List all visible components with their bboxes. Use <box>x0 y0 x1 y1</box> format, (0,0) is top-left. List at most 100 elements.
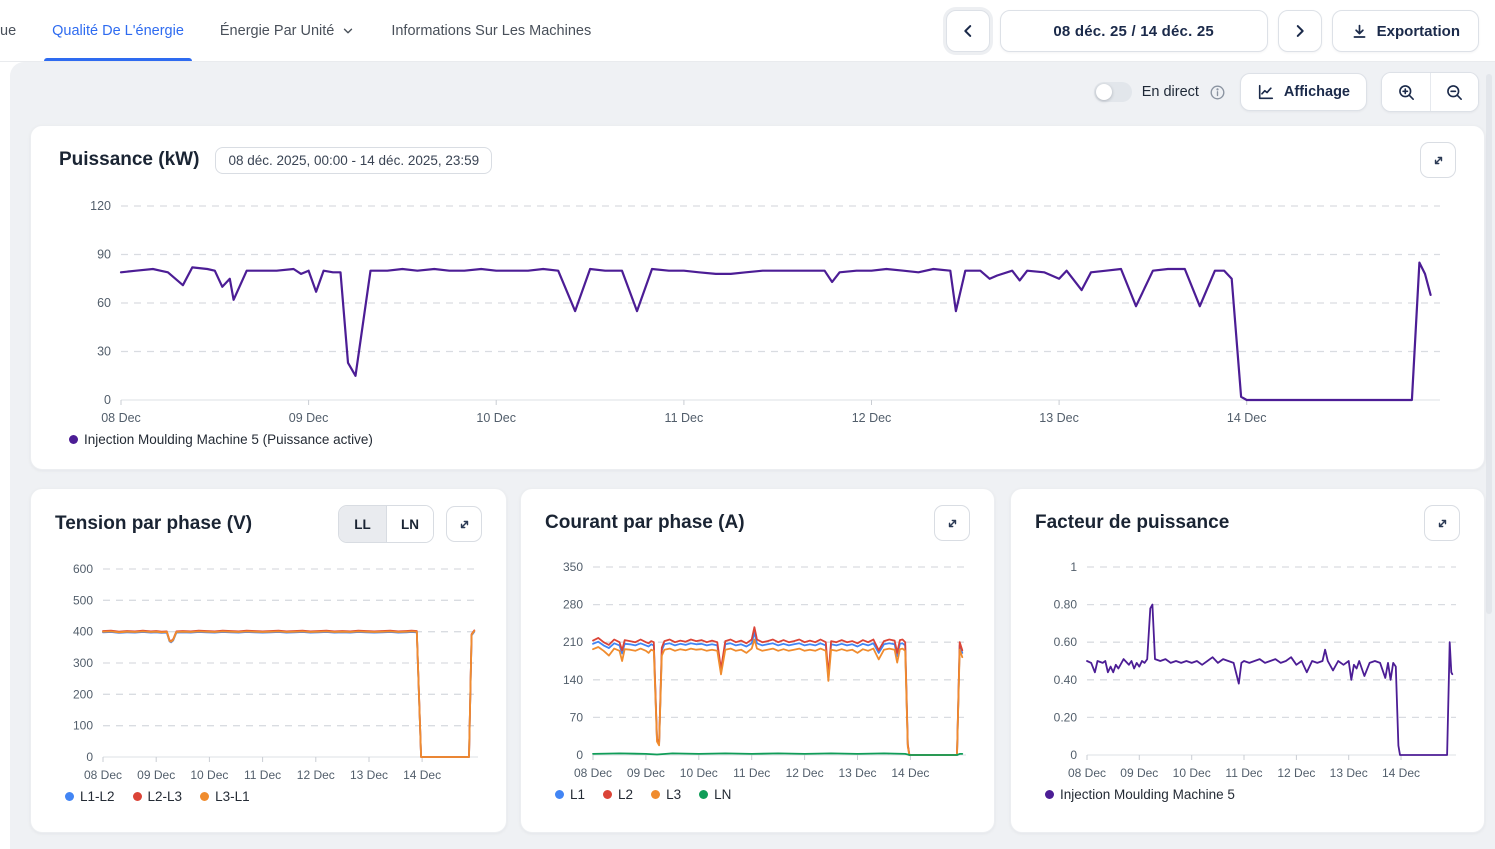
svg-text:1: 1 <box>1070 560 1077 574</box>
card-title: Facteur de puissance <box>1035 512 1230 533</box>
date-range-label: 08 déc. 25 / 14 déc. 25 <box>1053 22 1214 40</box>
export-label: Exportation <box>1376 22 1460 40</box>
expand-icon <box>948 519 956 527</box>
power-chart-card: Puissance (kW) 08 déc. 2025, 00:00 - 14 … <box>30 125 1485 470</box>
power-factor-chart-legend: Injection Moulding Machine 5 <box>1035 787 1460 802</box>
svg-text:13 Dec: 13 Dec <box>838 766 876 780</box>
current-chart[interactable]: 0 70 140 210 280 350 08 Dec 09 Dec 10 Dec 11 Dec 1… <box>545 553 974 783</box>
ll-option[interactable]: LL <box>339 506 386 542</box>
svg-text:08 Dec: 08 Dec <box>101 411 141 425</box>
svg-text:280: 280 <box>563 598 583 612</box>
expand-button[interactable] <box>934 505 970 541</box>
expand-button[interactable] <box>1420 142 1456 178</box>
legend-label: L3 <box>666 787 682 802</box>
card-title: Courant par phase (A) <box>545 512 745 533</box>
legend-label: L3-L1 <box>215 789 250 804</box>
legend-item[interactable]: L2 <box>603 787 633 802</box>
tab-energie-par-unite[interactable]: Énergie Par Unité <box>220 0 355 61</box>
svg-text:12 Dec: 12 Dec <box>786 766 824 780</box>
header-controls: 08 déc. 25 / 14 déc. 25 Exportation <box>945 10 1479 52</box>
svg-text:200: 200 <box>73 687 93 701</box>
legend-item[interactable]: L1 <box>555 787 585 802</box>
svg-text:0.60: 0.60 <box>1054 635 1078 649</box>
legend-dot <box>69 435 78 444</box>
tab-informations-machines[interactable]: Informations Sur Les Machines <box>391 0 591 61</box>
date-range-button[interactable]: 08 déc. 25 / 14 déc. 25 <box>999 10 1268 52</box>
legend-label: L2 <box>618 787 634 802</box>
legend-label: L1-L2 <box>80 789 115 804</box>
tab-truncated-left[interactable]: ue <box>0 0 16 61</box>
chevron-right-icon <box>1296 25 1304 37</box>
expand-button[interactable] <box>446 506 482 542</box>
svg-text:14 Dec: 14 Dec <box>403 768 441 782</box>
power-factor-chart-card: Facteur de puissance 0 0.20 0.40 0.60 0.80 1 0… <box>1010 488 1485 833</box>
card-title: Puissance (kW) <box>59 149 200 170</box>
tab-qualite-de-lenergie[interactable]: Qualité De L'énergie <box>44 0 192 61</box>
legend-item[interactable]: L3 <box>651 787 681 802</box>
legend-label: Injection Moulding Machine 5 (Puissance … <box>84 432 373 447</box>
svg-text:120: 120 <box>90 199 111 213</box>
legend-label: L1 <box>570 787 586 802</box>
svg-text:10 Dec: 10 Dec <box>190 768 228 782</box>
svg-text:12 Dec: 12 Dec <box>297 768 335 782</box>
voltage-chart-card: Tension par phase (V) LL LN 0 100 200 300 40… <box>30 488 507 833</box>
svg-text:14 Dec: 14 Dec <box>1227 411 1267 425</box>
tab-label: ue <box>0 22 17 39</box>
line-chart-icon <box>1258 84 1274 100</box>
svg-text:14 Dec: 14 Dec <box>1382 766 1420 780</box>
legend-dot <box>651 790 661 799</box>
svg-text:13 Dec: 13 Dec <box>1039 411 1079 425</box>
legend-item[interactable]: L2-L3 <box>132 789 182 804</box>
zoom-in-icon <box>1398 84 1414 100</box>
zoom-in-button[interactable] <box>1382 73 1430 111</box>
svg-text:210: 210 <box>563 635 583 649</box>
display-button[interactable]: Affichage <box>1239 73 1367 111</box>
power-factor-chart[interactable]: 0 0.20 0.40 0.60 0.80 1 08 Dec 09 Dec 10 Dec 11 D… <box>1035 553 1464 783</box>
legend-item[interactable]: L1-L2 <box>65 789 115 804</box>
expand-button[interactable] <box>1424 505 1460 541</box>
svg-text:0: 0 <box>576 748 583 762</box>
legend-label: LN <box>714 787 732 802</box>
svg-text:10 Dec: 10 Dec <box>1173 766 1211 780</box>
svg-text:0: 0 <box>104 393 111 407</box>
export-button[interactable]: Exportation <box>1331 10 1479 52</box>
scrollbar[interactable] <box>1486 74 1492 614</box>
voltage-chart[interactable]: 0 100 200 300 400 500 600 08 Dec 09 Dec 10 Dec 11 … <box>55 555 486 785</box>
legend-dot <box>132 792 142 801</box>
svg-text:500: 500 <box>73 593 93 607</box>
info-icon[interactable] <box>1209 84 1226 101</box>
tab-label: Informations Sur Les Machines <box>391 22 592 39</box>
expand-icon <box>1434 156 1442 164</box>
live-label: En direct <box>1141 84 1199 100</box>
svg-text:08 Dec: 08 Dec <box>574 766 612 780</box>
download-icon <box>1353 24 1366 38</box>
ln-option[interactable]: LN <box>386 506 433 542</box>
next-period-button[interactable] <box>1277 10 1322 52</box>
current-chart-legend: L1 L2 L3 LN <box>545 787 970 802</box>
live-toggle[interactable] <box>1093 82 1132 102</box>
previous-period-button[interactable] <box>945 10 990 52</box>
tab-label: Qualité De L'énergie <box>52 22 184 39</box>
legend-item[interactable]: LN <box>699 787 731 802</box>
chevron-left-icon <box>963 25 971 37</box>
dashboard-content: En direct Affichage Puissance (kW) 08 dé… <box>10 62 1495 849</box>
chevron-down-icon <box>344 28 353 33</box>
power-chart[interactable]: 0 30 60 90 120 08 Dec 09 Dec 10 Dec 11 Dec 12 Dec… <box>59 190 1458 428</box>
legend-dot <box>555 790 564 799</box>
svg-text:0.20: 0.20 <box>1054 710 1078 724</box>
zoom-out-button[interactable] <box>1430 73 1478 111</box>
zoom-controls <box>1381 72 1479 112</box>
svg-text:11 Dec: 11 Dec <box>1225 766 1262 780</box>
legend-item[interactable]: L3-L1 <box>200 789 250 804</box>
svg-text:90: 90 <box>97 248 111 262</box>
svg-text:60: 60 <box>97 296 111 310</box>
svg-text:12 Dec: 12 Dec <box>1277 766 1315 780</box>
svg-text:13 Dec: 13 Dec <box>350 768 388 782</box>
svg-text:14 Dec: 14 Dec <box>891 766 929 780</box>
legend-item[interactable]: Injection Moulding Machine 5 (Puissance … <box>69 432 373 447</box>
svg-text:0.40: 0.40 <box>1054 673 1078 687</box>
legend-item[interactable]: Injection Moulding Machine 5 <box>1045 787 1235 802</box>
svg-text:30: 30 <box>97 345 111 359</box>
current-chart-card: Courant par phase (A) 0 70 140 210 280 350 08 … <box>520 488 995 833</box>
expand-icon <box>460 520 468 528</box>
